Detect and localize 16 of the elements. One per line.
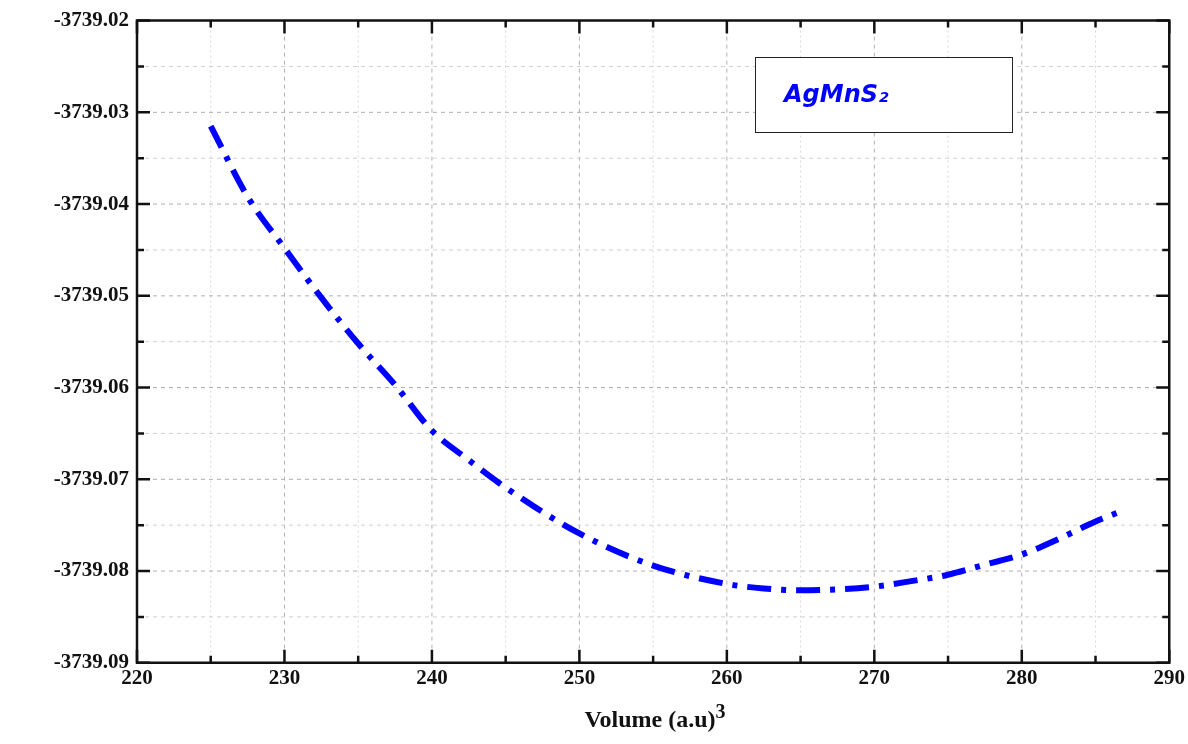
y-tick-label: -3739.03 [53, 98, 129, 123]
x-tick-label: 290 [1153, 664, 1185, 689]
x-tick-label: 260 [711, 664, 743, 689]
y-tick-label: -3739.05 [53, 282, 129, 307]
y-tick-label: -3739.04 [53, 190, 130, 215]
y-tick-label: -3739.02 [53, 7, 129, 32]
x-tick-label: 270 [858, 664, 891, 689]
y-tick-label: -3739.07 [53, 465, 129, 490]
y-tick-label: -3739.08 [53, 557, 129, 582]
x-tick-label: 250 [563, 664, 596, 689]
x-tick-label: 230 [268, 664, 301, 689]
x-tick-label: 240 [416, 664, 448, 689]
x-tick-label: 280 [1006, 664, 1038, 689]
legend-box: AgMnS₂ [755, 57, 1013, 133]
x-axis-title: Volume (a.u)$^{3}$ [583, 700, 727, 733]
y-tick-label: -3739.06 [53, 373, 129, 398]
